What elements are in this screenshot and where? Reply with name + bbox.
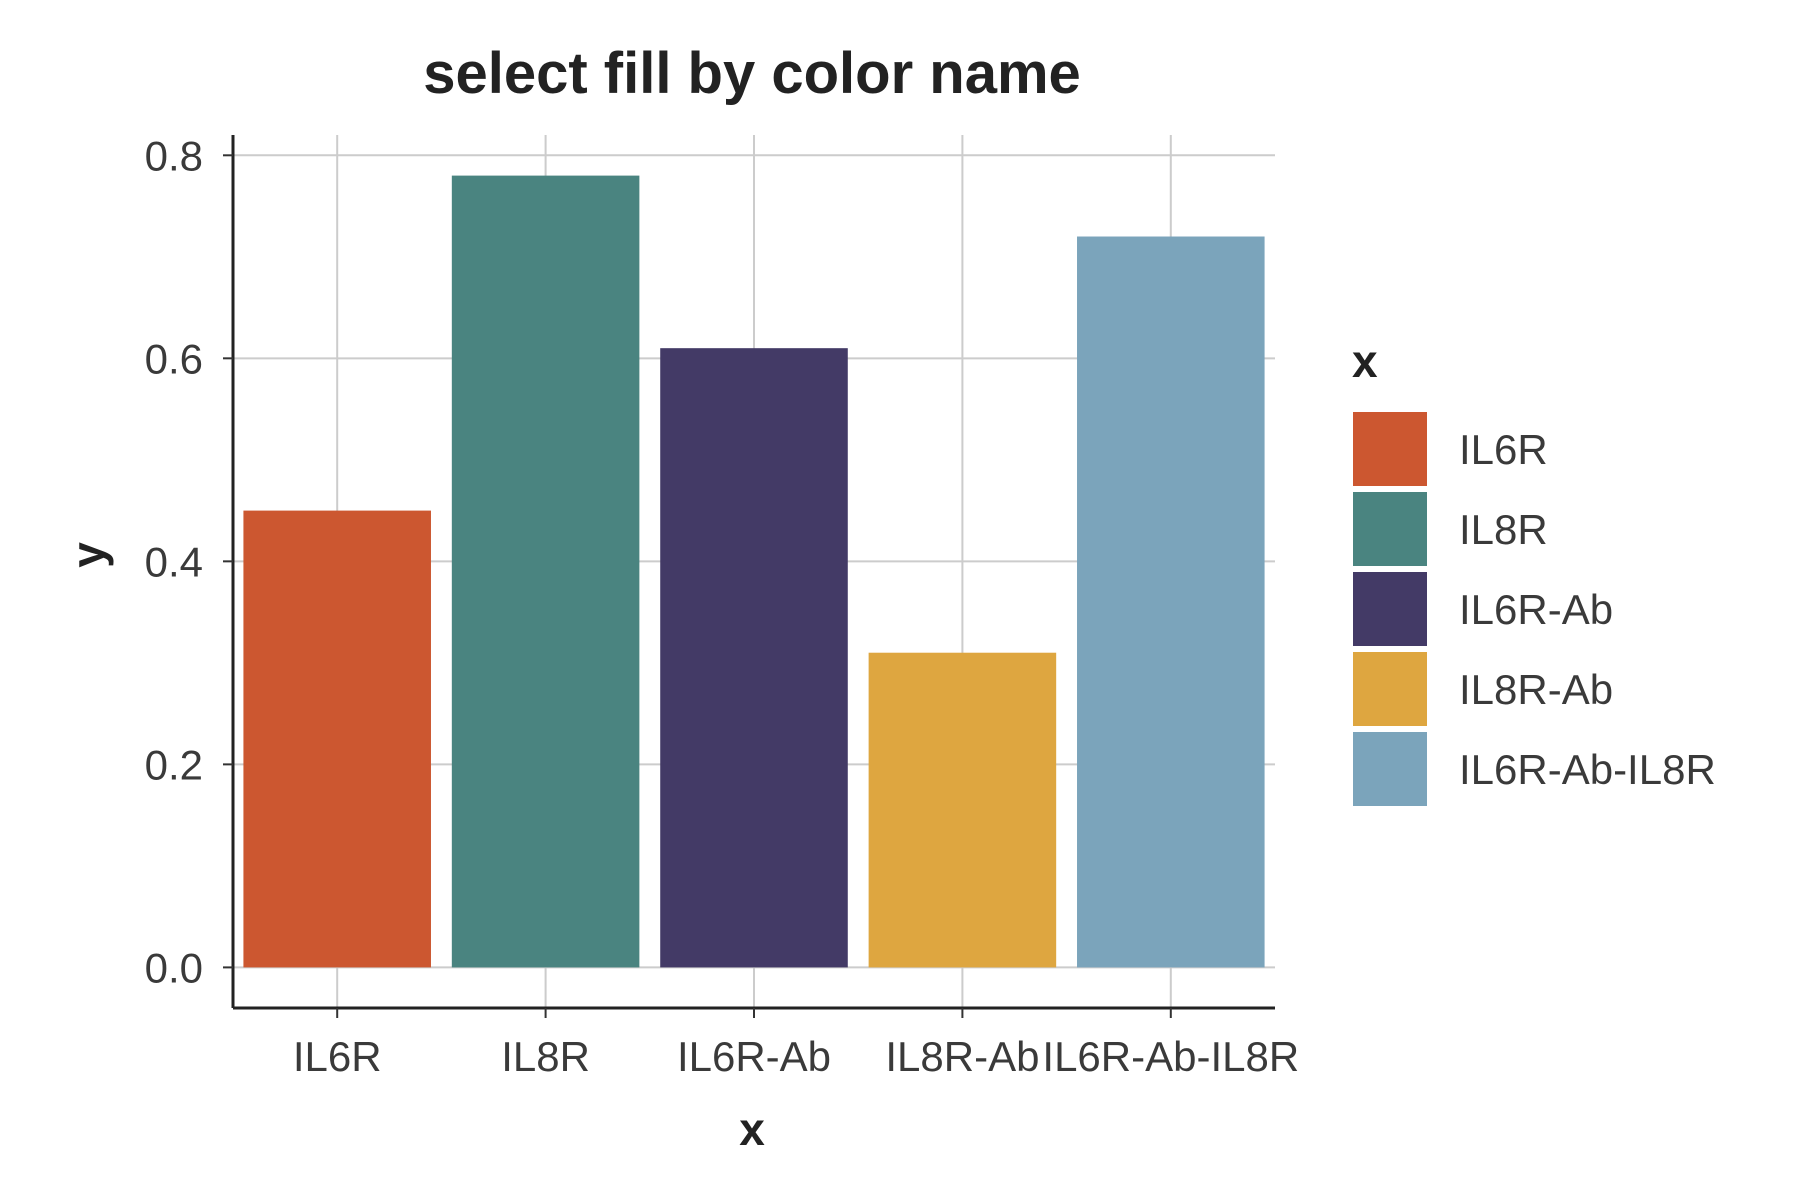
legend-key-il8r-ab (1353, 652, 1427, 726)
bar-il6r-ab-il8r (1077, 236, 1265, 968)
y-tick-label-1: 0.2 (145, 741, 203, 788)
chart-title: select fill by color name (423, 41, 1081, 106)
legend-label-il6r: IL6R (1459, 426, 1548, 473)
legend-key-il6r (1353, 412, 1427, 486)
legend-label-il8r: IL8R (1459, 506, 1548, 553)
bar-il8r-ab (868, 652, 1057, 968)
legend-label-il6r-ab-il8r: IL6R-Ab-IL8R (1459, 746, 1716, 793)
y-tick-label-4: 0.8 (145, 132, 203, 179)
bar-il6r-ab (660, 348, 848, 968)
legend-key-il6r-ab-il8r (1353, 732, 1427, 806)
legend-key-il8r (1353, 492, 1427, 566)
y-axis-title: y (62, 542, 114, 568)
y-tick-label-3: 0.6 (145, 335, 203, 382)
bar-il6r (243, 510, 431, 968)
x-tick-label-3: IL8R-Ab (885, 1033, 1039, 1080)
x-tick-label-1: IL8R (501, 1033, 590, 1080)
ticks-layer: 0.0 0.2 0.4 0.6 0.8 IL6R IL8R IL6R-Ab IL8R-Ab IL6… (145, 132, 1300, 1080)
legend-title: x (1352, 335, 1378, 387)
legend: x IL6R IL8R IL6R-Ab IL8R-Ab IL6R-Ab-IL8R (1352, 335, 1716, 806)
legend-label-il6r-ab: IL6R-Ab (1459, 586, 1613, 633)
x-axis-title: x (739, 1103, 765, 1155)
bar-il8r (451, 175, 640, 968)
x-tick-label-0: IL6R (293, 1033, 382, 1080)
x-tick-label-4: IL6R-Ab-IL8R (1042, 1033, 1299, 1080)
y-tick-label-2: 0.4 (145, 538, 203, 585)
bars-layer (243, 175, 1265, 968)
legend-key-il6r-ab (1353, 572, 1427, 646)
y-tick-label-0: 0.0 (145, 944, 203, 991)
legend-label-il8r-ab: IL8R-Ab (1459, 666, 1613, 713)
x-tick-label-2: IL6R-Ab (677, 1033, 831, 1080)
